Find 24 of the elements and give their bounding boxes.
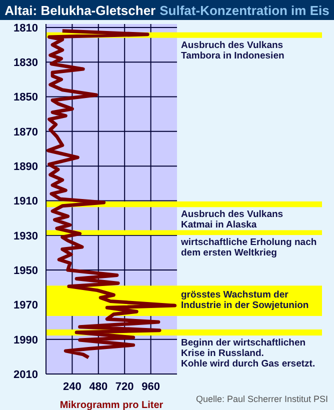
x-tick-label: 960 [142,380,160,393]
text: Sulfat-Konzentration im Eis [160,2,330,18]
band-label: grösstes Wachstum der Industrie in der Sowjetunion [181,290,309,312]
x-tick-label: 480 [89,380,108,393]
y-tick-label: 1990 [14,334,38,346]
band-label: wirtschaftliche Erholung nach dem ersten Weltkrieg [180,237,317,259]
band-label: Beginn der wirtschaftlichen Krise in Russland. Kohle wird durch Gas ersetzt. [181,338,316,370]
chart-title: Altai: Belukha-Gletscher [4,2,156,18]
y-tick-label: 1930 [14,230,38,242]
x-tick-label: 240 [63,380,82,393]
band-label: Ausbruch des Vulkans Tambora in Indonesien [181,40,284,62]
y-tick-label: 1970 [14,300,38,312]
y-tick-label: 1850 [14,92,38,104]
source-note: Quelle: Paul Scherrer Institut PSI [196,394,328,404]
y-tick-label: 1870 [14,126,38,138]
y-tick-label: 1950 [14,264,38,277]
y-tick-label: 1910 [14,196,38,208]
band-label: Ausbruch des Vulkans Katmai in Alaska [181,209,284,231]
y-tick-label: 1830 [14,57,38,70]
x-axis-title: Mikrogramm pro Liter [60,400,164,410]
y-tick-label: 2010 [14,368,38,381]
y-tick-label: 1890 [14,160,38,173]
y-tick-label: 1810 [14,22,38,34]
x-tick-label: 720 [115,380,134,393]
